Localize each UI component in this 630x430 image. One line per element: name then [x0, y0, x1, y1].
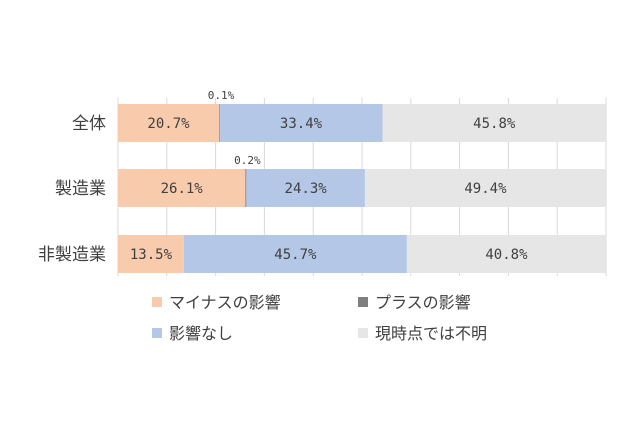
- data-labels: 20.7% 0.1% 33.4% 45.8% 26.1% 0.2% 24.3% 49.4% 13…: [130, 89, 528, 263]
- bars: [118, 104, 606, 273]
- category-label: 非製造業: [38, 245, 106, 265]
- bar-segment: [406, 235, 606, 273]
- legend-swatch: [358, 328, 368, 338]
- legend-label: 影響なし: [169, 324, 233, 343]
- data-label: 49.4%: [464, 181, 507, 197]
- bar-segment: [219, 104, 383, 142]
- data-label: 45.8%: [473, 116, 516, 132]
- bar-segment: [118, 104, 220, 142]
- bar-segment: [118, 169, 246, 207]
- bar-segment: [245, 169, 247, 207]
- category-label: 製造業: [55, 179, 106, 199]
- legend-swatch: [152, 297, 162, 307]
- legend-label: プラスの影響: [375, 293, 471, 312]
- legend-label: 現時点では不明: [375, 324, 487, 343]
- bar-segment: [364, 169, 606, 207]
- data-label: 0.1%: [208, 89, 235, 102]
- data-label: 0.2%: [234, 154, 261, 167]
- category-label: 全体: [72, 114, 106, 134]
- data-label: 24.3%: [285, 181, 328, 197]
- data-label: 40.8%: [485, 247, 528, 263]
- legend-label: マイナスの影響: [169, 293, 281, 312]
- data-label: 33.4%: [280, 116, 323, 132]
- legend-swatch: [152, 328, 162, 338]
- bar-segment: [183, 235, 407, 273]
- bar-segment: [118, 235, 184, 273]
- data-label: 26.1%: [161, 181, 204, 197]
- data-label: 20.7%: [147, 116, 190, 132]
- data-label: 45.7%: [274, 247, 317, 263]
- bar-segment: [382, 104, 606, 142]
- bar-segment: [246, 169, 365, 207]
- legend-swatch: [358, 297, 368, 307]
- data-label: 13.5%: [130, 247, 173, 263]
